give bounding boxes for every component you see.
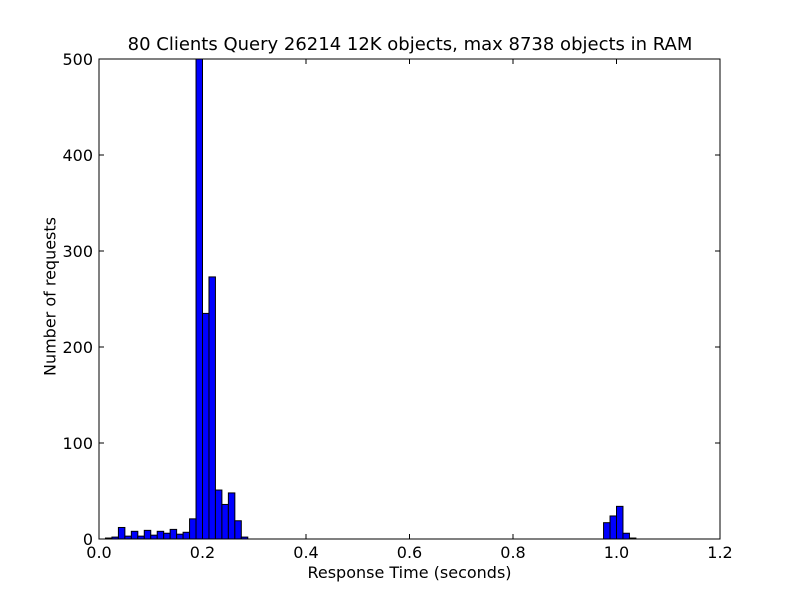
histogram-bar — [189, 518, 197, 540]
y-tick-label: 0 — [83, 530, 93, 549]
histogram-bar — [143, 529, 152, 540]
y-tick-label: 400 — [62, 146, 93, 165]
histogram-bar — [616, 505, 624, 540]
histogram-bar — [609, 515, 617, 540]
x-axis-label: Response Time (seconds) — [307, 563, 512, 582]
histogram-bar — [130, 530, 139, 540]
histogram-bar — [221, 503, 229, 540]
histogram-bar — [117, 526, 126, 540]
histogram-bar — [622, 532, 630, 540]
bars-group — [104, 58, 637, 540]
histogram-bar — [195, 58, 203, 540]
histogram-bar — [234, 520, 242, 540]
plot-frame — [98, 58, 721, 540]
chart-title: 80 Clients Query 26214 12K objects, max … — [127, 34, 693, 55]
x-tick-label: 0.8 — [500, 543, 525, 562]
histogram-bar — [182, 531, 191, 540]
y-axis-label: Number of requests — [40, 216, 60, 377]
y-tick-label: 100 — [62, 434, 93, 453]
histogram-bar — [603, 522, 611, 540]
histogram-bar — [227, 492, 236, 540]
histogram-bar — [214, 489, 223, 540]
histogram-bar — [169, 528, 178, 540]
x-tick-label: 0.2 — [190, 543, 215, 562]
ticks-group: 0.0 0.2 0.4 0.6 0.8 1.0 1.2 0 100 200 300 400 500 — [62, 50, 732, 562]
x-tick-label: 0.4 — [293, 543, 318, 562]
y-tick-label: 200 — [62, 338, 93, 357]
y-tick-label: 500 — [62, 50, 93, 69]
x-tick-label: 1.0 — [604, 543, 629, 562]
x-tick-label: 0.6 — [397, 543, 422, 562]
histogram-bar — [163, 532, 171, 540]
histogram-bar — [150, 534, 158, 540]
x-tick-label: 0.0 — [86, 543, 111, 562]
histogram-bar — [202, 312, 210, 540]
y-tick-label: 300 — [62, 242, 93, 261]
histogram-bar — [176, 533, 184, 540]
histogram-bar — [156, 530, 165, 540]
x-tick-label: 1.2 — [707, 543, 732, 562]
histogram-bar — [208, 276, 216, 540]
